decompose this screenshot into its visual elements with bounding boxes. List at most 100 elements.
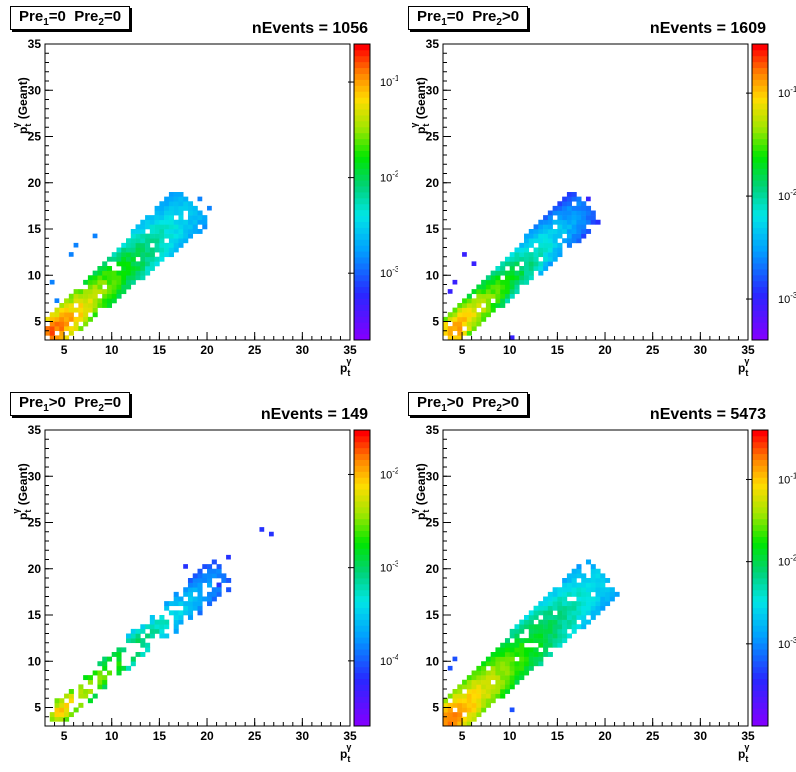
heatmap-cell: [73, 326, 79, 332]
heatmap-cell: [452, 316, 458, 322]
heatmap-cell: [581, 582, 587, 588]
heatmap-cell: [519, 628, 525, 634]
heatmap-cell: [164, 633, 170, 639]
heatmap-cell: [173, 210, 179, 216]
y-tick-label: 20: [28, 176, 42, 190]
heatmap-cell: [566, 615, 572, 620]
heatmap-cell: [490, 693, 496, 699]
colorbar-band: [354, 501, 370, 508]
colorbar-band: [752, 649, 768, 656]
heatmap-cell: [226, 578, 232, 583]
x-tick-label: 5: [459, 729, 466, 743]
heatmap-cell: [576, 215, 582, 221]
heatmap-cell: [490, 652, 496, 657]
heatmap-cell: [168, 229, 174, 234]
heatmap-cell: [466, 721, 472, 727]
heatmap-cell: [447, 330, 453, 336]
heatmap-cell: [557, 628, 563, 634]
heatmap-cell: [605, 601, 611, 607]
heatmap-cell: [192, 219, 198, 225]
colorbar-band: [354, 589, 370, 597]
colorbar-band: [752, 578, 768, 585]
heatmap-cell: [600, 582, 606, 588]
heatmap-cell: [87, 316, 93, 322]
heatmap-cell: [547, 215, 553, 221]
heatmap-cell: [581, 205, 587, 211]
heatmap-cell: [145, 238, 151, 244]
heatmap-cell: [485, 702, 491, 708]
heatmap-cell: [466, 693, 472, 699]
heatmap-cell: [154, 205, 160, 211]
y-tick-label: 5: [432, 701, 439, 715]
heatmap-cell: [452, 335, 458, 341]
heatmap-cell: [509, 684, 515, 690]
heatmap-cell: [585, 619, 592, 625]
heatmap-cell: [116, 275, 122, 281]
y-tick-label: 10: [426, 268, 440, 282]
heatmap-cell: [59, 698, 65, 704]
heatmap-cell: [485, 698, 491, 704]
heatmap-cell: [509, 275, 515, 281]
heatmap-cell: [452, 716, 458, 722]
heatmap-cell: [443, 698, 449, 704]
heatmap-cell: [64, 298, 70, 304]
heatmap-cell: [571, 628, 577, 634]
heatmap-cell: [457, 693, 463, 699]
heatmap-cell: [562, 587, 568, 593]
heatmap-cell: [552, 242, 558, 248]
heatmap-cell: [106, 293, 113, 299]
heatmap-cell: [183, 610, 189, 616]
heatmap-cell: [552, 605, 558, 611]
heatmap-cell: [524, 615, 530, 620]
heatmap-cell: [519, 275, 525, 281]
heatmap-cell: [97, 284, 103, 290]
heatmap-cell: [600, 573, 606, 579]
colorbar-band: [354, 542, 370, 549]
heatmap-cell: [485, 661, 491, 667]
heatmap-cell: [102, 679, 108, 685]
y-tick-label: 25: [426, 130, 440, 144]
heatmap-cell: [500, 284, 506, 290]
heatmap-cell: [154, 219, 160, 225]
heatmap-cell: [164, 196, 170, 202]
heatmap-cell: [45, 330, 51, 336]
colorbar-band: [752, 292, 768, 299]
heatmap-cell: [135, 633, 141, 639]
colorbar-band: [354, 186, 370, 193]
heatmap-cell: [500, 661, 506, 667]
selection-label: Pre1>0 Pre2=0: [10, 392, 131, 416]
heatmap-cell: [130, 252, 136, 258]
heatmap-cell: [566, 624, 572, 630]
heatmap-cell: [543, 215, 549, 221]
heatmap-cell: [226, 554, 231, 560]
heatmap-cell: [552, 591, 558, 597]
heatmap-cell: [140, 242, 146, 248]
heatmap-cell: [519, 242, 525, 248]
colorbar-band: [354, 643, 370, 650]
heatmap-cell: [73, 242, 79, 248]
colorbar-band: [752, 97, 768, 104]
heatmap-cell: [471, 684, 477, 690]
heatmap-cell: [443, 702, 449, 708]
heatmap-cell: [92, 275, 98, 281]
heatmap-cell: [519, 619, 525, 625]
heatmap-cell: [490, 284, 496, 290]
heatmap-cell: [197, 601, 203, 607]
heatmap-cell: [83, 307, 89, 313]
heatmap-cell: [524, 656, 530, 662]
heatmap-cell: [476, 289, 482, 295]
heatmap-cell: [207, 205, 212, 211]
colorbar-band: [752, 435, 768, 443]
heatmap-cell: [102, 279, 108, 285]
heatmap-cell: [168, 210, 174, 216]
colorbar-band: [354, 310, 370, 317]
heatmap-cell: [581, 610, 587, 616]
colorbar-band: [752, 489, 768, 496]
heatmap-cell: [211, 568, 217, 574]
x-axis-label: ptγ: [738, 356, 749, 378]
heatmap-cell: [490, 307, 496, 313]
colorbar-band: [752, 156, 768, 163]
heatmap-cell: [581, 591, 587, 597]
colorbar-band: [752, 430, 768, 437]
heatmap-cell: [576, 573, 582, 579]
